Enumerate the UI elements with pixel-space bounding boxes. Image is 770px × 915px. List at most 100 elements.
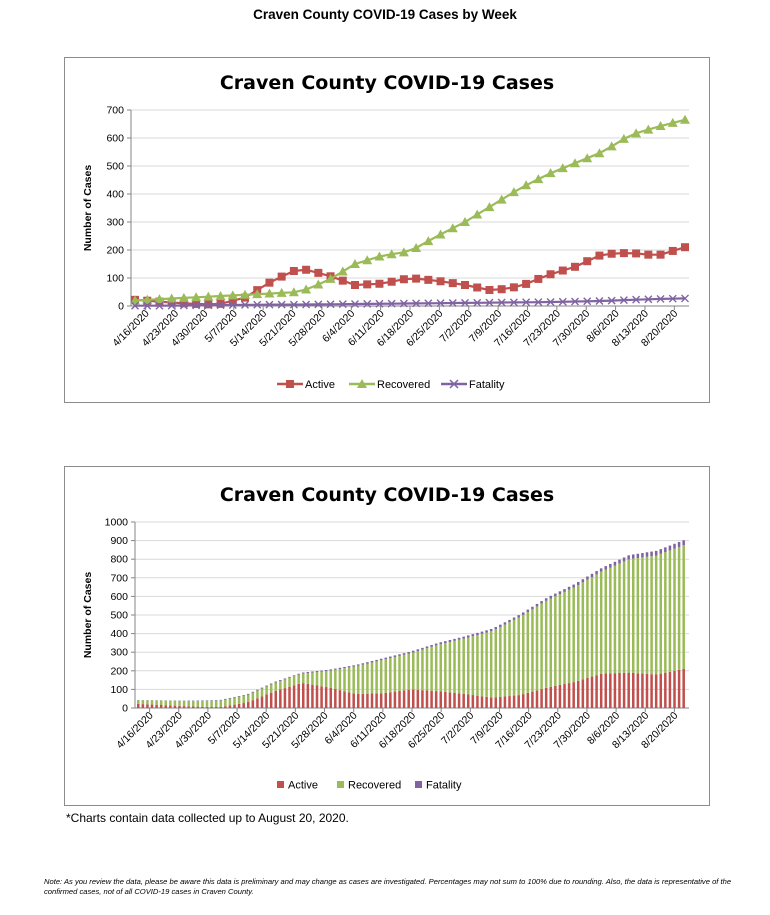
chart2-bar-active	[485, 696, 488, 708]
chart2-bar-fatality	[636, 553, 640, 559]
chart1-point-recovered	[252, 289, 263, 299]
chart1-point-recovered	[667, 117, 678, 127]
chart2-bar-recovered	[677, 546, 681, 670]
chart2-legend-item-recovered: Recovered	[337, 780, 401, 792]
chart1-point-fatality	[546, 298, 555, 307]
chart1-point-active	[363, 280, 372, 289]
chart2-bar-fatality	[567, 586, 571, 590]
chart1-point-fatality	[338, 300, 347, 309]
chart2-bar-fatality	[283, 678, 287, 680]
chart2-bar-active	[544, 687, 548, 708]
chart2-bar-active	[320, 686, 323, 708]
chart2-bar-active	[178, 705, 181, 708]
chart1-point-active	[595, 251, 604, 260]
chart2-bar-recovered	[370, 662, 374, 694]
chart1-y-tick-label: 0	[118, 301, 124, 313]
chart2-y-tick-label: 100	[110, 684, 128, 696]
chart2-bar-active	[425, 690, 429, 708]
chart2-bar-recovered	[247, 694, 250, 703]
chart2-bar-recovered	[224, 699, 227, 707]
chart2-bar-recovered	[412, 652, 415, 690]
chart1-point-recovered	[606, 141, 617, 151]
chart1-legend-marker	[357, 379, 367, 388]
chart1-legend-label: Recovered	[377, 379, 430, 391]
chart1-point-recovered	[411, 242, 422, 252]
chart2-bar-fatality	[609, 563, 612, 568]
chart2-bar-recovered	[311, 672, 314, 685]
chart1-legend-marker	[449, 379, 459, 389]
chart2-bar-active	[444, 691, 447, 708]
chart1-point-active	[668, 246, 677, 255]
chart1-point-active	[619, 249, 628, 258]
chart2-bar-active	[664, 672, 667, 708]
chart1-point-active	[509, 283, 518, 292]
chart2-bar-recovered	[535, 606, 539, 691]
chart2-bar-active	[448, 692, 452, 708]
chart1-point-active	[265, 278, 274, 287]
chart2-bar-recovered	[673, 548, 676, 671]
chart2-bar-recovered	[302, 673, 305, 684]
chart2-bar-recovered	[361, 664, 365, 694]
chart2-bar-recovered	[485, 632, 488, 697]
chart2-bar-fatality	[274, 681, 278, 683]
chart2-bar-recovered	[251, 692, 255, 701]
chart2-bar-fatality	[531, 606, 534, 610]
chart2-bar-fatality	[251, 691, 255, 693]
chart2-y-tick-label: 700	[110, 572, 128, 584]
chart1-point-recovered	[337, 266, 348, 276]
chart2-bar-active	[329, 687, 333, 708]
chart2-bar-active	[650, 674, 653, 708]
chart2-bar-recovered	[544, 600, 548, 688]
chart2-bar-fatality	[260, 687, 264, 689]
chart1-point-recovered	[203, 291, 214, 301]
chart2-bar-recovered	[421, 649, 424, 691]
chart2-bar-recovered	[439, 644, 443, 692]
chart2-bar-recovered	[499, 626, 502, 697]
chart2-bar-active	[471, 695, 475, 708]
chart2-bar-active	[292, 685, 296, 708]
chart2-bar-active	[590, 676, 594, 708]
chart2-bar-fatality	[595, 571, 598, 575]
chart1-point-fatality	[668, 294, 677, 303]
chart2-bar-fatality	[306, 672, 310, 673]
chart2-bar-active	[237, 703, 241, 708]
chart2-bar-active	[636, 673, 640, 708]
chart1-point-recovered	[264, 288, 275, 298]
chart2-bar-fatality	[586, 576, 589, 580]
chart2-bar-active	[228, 705, 232, 708]
chart2-bar-recovered	[402, 654, 406, 691]
chart2-bar-recovered	[201, 700, 204, 707]
chart2-bar-fatality	[471, 634, 475, 637]
chart1-legend-item-fatality: Fatality	[441, 379, 505, 391]
chart2-bar-recovered	[632, 558, 635, 673]
chart1-point-recovered	[350, 259, 360, 268]
chart2-bar-recovered	[164, 700, 168, 706]
chart2-bar-active	[393, 691, 397, 708]
chart1-point-fatality	[204, 301, 213, 310]
chart2-bar-fatality	[370, 661, 374, 663]
chart2-bar-recovered	[425, 648, 429, 691]
chart2-bar-recovered	[549, 598, 553, 687]
chart2-bar-recovered	[489, 631, 493, 698]
chart2-bar-fatality	[558, 591, 562, 595]
chart1-point-recovered	[166, 293, 177, 303]
line-chart: Craven County COVID-19 Cases 0 100 200 300 40…	[82, 72, 690, 391]
chart2-bar-recovered	[256, 690, 259, 699]
chart2-bar-fatality	[389, 656, 392, 659]
chart2-bar-active	[173, 705, 177, 708]
chart1-point-active	[632, 249, 641, 258]
chart1-legend-item-recovered: Recovered	[349, 379, 430, 391]
chart2-bar-recovered	[517, 617, 520, 696]
chart1-point-recovered	[570, 158, 580, 168]
chart2-bar-recovered	[366, 663, 369, 694]
chart2-bar-active	[315, 685, 319, 708]
chart2-bar-fatality	[572, 584, 575, 588]
chart2-bar-recovered	[338, 668, 342, 691]
chart2-bar-recovered	[347, 667, 351, 693]
chart1-point-fatality	[387, 299, 396, 308]
chart2-bar-active	[256, 698, 259, 708]
chart2-bar-active	[159, 705, 163, 708]
chart1-series-fatality-line	[135, 297, 686, 307]
chart1-point-fatality	[656, 294, 665, 303]
chart1-point-recovered	[288, 287, 299, 297]
